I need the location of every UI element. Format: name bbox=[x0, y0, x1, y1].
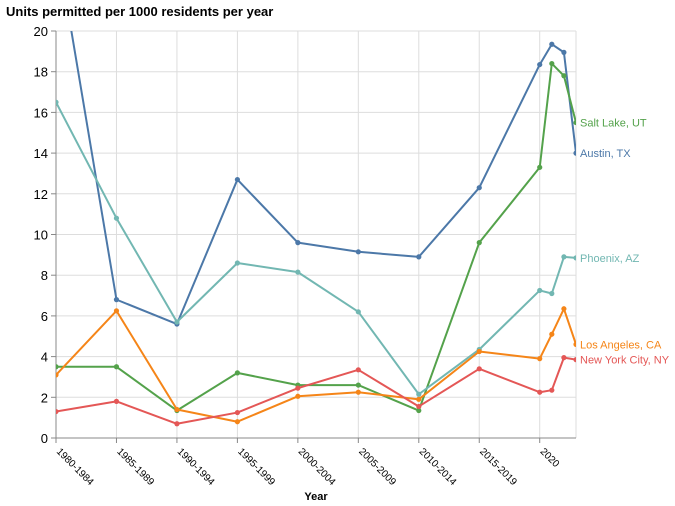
x-tick-label: 2010-2014 bbox=[417, 446, 459, 488]
series-label: Los Angeles, CA bbox=[580, 339, 662, 351]
data-point bbox=[113, 297, 120, 303]
axes: 0 2 4 6 8 10 12 14 16 18 20 1980-1984 1985-1989 1990-… bbox=[34, 24, 576, 488]
y-tick-label: 6 bbox=[41, 309, 48, 324]
data-point bbox=[295, 269, 301, 275]
data-point bbox=[573, 119, 576, 126]
data-point bbox=[549, 387, 555, 393]
data-point bbox=[295, 385, 301, 391]
data-point bbox=[113, 364, 120, 370]
x-tick-label: 1990-1994 bbox=[175, 446, 217, 488]
data-point bbox=[537, 61, 543, 68]
data-point bbox=[174, 421, 180, 427]
data-point bbox=[355, 367, 361, 373]
y-tick-label: 12 bbox=[34, 187, 48, 202]
series-2 bbox=[56, 99, 576, 397]
x-tick-label: 1985-1989 bbox=[114, 446, 156, 488]
data-point bbox=[573, 341, 576, 347]
data-point bbox=[234, 260, 240, 266]
data-point bbox=[56, 408, 59, 415]
y-tick-label: 4 bbox=[41, 350, 48, 365]
data-point bbox=[537, 389, 543, 395]
data-point bbox=[476, 348, 482, 355]
series-line bbox=[56, 101, 576, 396]
data-point bbox=[113, 215, 120, 221]
data-point bbox=[573, 255, 576, 261]
y-tick-label: 8 bbox=[41, 268, 48, 283]
data-point bbox=[416, 254, 422, 260]
x-tick-label: 2005-2009 bbox=[356, 446, 398, 488]
y-tick-label: 20 bbox=[34, 24, 48, 39]
series-layer bbox=[56, 31, 576, 427]
series-label: Phoenix, AZ bbox=[580, 253, 640, 265]
data-point bbox=[537, 287, 543, 294]
data-point bbox=[56, 364, 59, 370]
series-label: New York City, NY bbox=[580, 355, 670, 367]
data-point bbox=[416, 396, 422, 402]
y-tick-label: 18 bbox=[34, 65, 48, 80]
data-point bbox=[561, 254, 567, 260]
data-point bbox=[549, 41, 555, 47]
data-point bbox=[234, 176, 240, 183]
data-point bbox=[476, 366, 482, 372]
data-point bbox=[416, 391, 422, 397]
data-point bbox=[561, 49, 567, 55]
data-point bbox=[355, 382, 361, 388]
data-point bbox=[561, 355, 567, 361]
data-point bbox=[355, 309, 361, 315]
data-point bbox=[234, 419, 240, 425]
x-axis-title: Year bbox=[304, 491, 328, 503]
data-point bbox=[537, 164, 543, 170]
y-tick-label: 14 bbox=[34, 146, 48, 161]
data-point bbox=[561, 306, 567, 312]
x-tick-label: 2015-2019 bbox=[477, 446, 519, 488]
series-label: Salt Lake, UT bbox=[580, 118, 647, 130]
data-point bbox=[355, 389, 361, 395]
x-tick-label: 2020 bbox=[538, 446, 562, 470]
data-point bbox=[113, 398, 120, 404]
series-line bbox=[56, 307, 576, 423]
data-point bbox=[295, 393, 301, 399]
x-tick-label: 2000-2004 bbox=[296, 446, 338, 488]
series-line bbox=[56, 62, 576, 412]
data-point bbox=[561, 73, 567, 79]
data-point bbox=[549, 60, 555, 67]
y-tick-label: 0 bbox=[41, 431, 48, 446]
data-point bbox=[416, 403, 422, 410]
data-point bbox=[56, 372, 59, 378]
data-point bbox=[416, 407, 422, 414]
data-point bbox=[537, 356, 543, 362]
series-label: Austin, TX bbox=[580, 148, 631, 160]
data-point bbox=[174, 319, 180, 325]
series-3 bbox=[56, 306, 576, 425]
series-label-layer: Salt Lake, UT Austin, TX Phoenix, AZ Los An… bbox=[580, 118, 670, 367]
y-tick-label: 10 bbox=[34, 228, 48, 243]
series-4 bbox=[56, 355, 576, 427]
data-point bbox=[573, 150, 576, 156]
x-tick-label: 1980-1984 bbox=[54, 446, 96, 488]
series-line bbox=[56, 356, 576, 425]
data-point bbox=[573, 357, 576, 363]
data-point bbox=[476, 185, 482, 191]
chart-title: Units permitted per 1000 residents per y… bbox=[6, 4, 274, 19]
data-point bbox=[234, 409, 240, 416]
data-point bbox=[476, 240, 482, 246]
series-0 bbox=[70, 31, 576, 327]
series-1 bbox=[56, 60, 576, 414]
data-point bbox=[56, 99, 59, 105]
data-point bbox=[549, 331, 555, 337]
data-point bbox=[549, 290, 555, 297]
data-point bbox=[113, 308, 120, 314]
x-tick-label: 1995-1999 bbox=[235, 446, 277, 488]
y-tick-label: 2 bbox=[41, 390, 48, 405]
data-point bbox=[174, 406, 180, 413]
data-point bbox=[295, 240, 301, 246]
data-point bbox=[234, 370, 240, 376]
data-point bbox=[355, 249, 361, 255]
y-tick-label: 16 bbox=[34, 105, 48, 120]
